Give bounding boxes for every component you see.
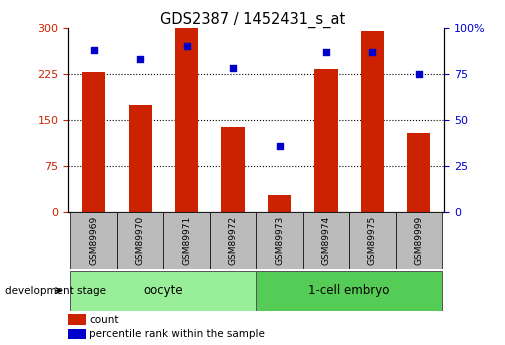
- Point: [322, 49, 330, 55]
- Bar: [210, 212, 257, 269]
- Bar: [164, 212, 210, 269]
- Text: GSM89973: GSM89973: [275, 216, 284, 265]
- Text: count: count: [89, 315, 119, 325]
- Bar: [302, 212, 349, 269]
- Bar: [407, 134, 430, 212]
- Point: [229, 66, 237, 71]
- Bar: [71, 212, 117, 269]
- Text: development stage: development stage: [5, 286, 106, 296]
- Point: [136, 56, 144, 62]
- Text: oocyte: oocyte: [143, 284, 183, 297]
- Bar: [129, 105, 152, 212]
- Text: GSM89999: GSM89999: [415, 216, 423, 265]
- Point: [90, 47, 98, 52]
- Bar: [117, 212, 164, 269]
- Text: GSM89975: GSM89975: [368, 216, 377, 265]
- Bar: [361, 31, 384, 212]
- Text: GSM89969: GSM89969: [89, 216, 98, 265]
- Point: [183, 43, 191, 49]
- Bar: [395, 212, 442, 269]
- Bar: [314, 69, 337, 212]
- Point: [415, 71, 423, 77]
- Text: GDS2387 / 1452431_s_at: GDS2387 / 1452431_s_at: [160, 12, 345, 28]
- Bar: [268, 195, 291, 212]
- Point: [368, 49, 376, 55]
- Bar: [222, 127, 245, 212]
- Text: GSM89970: GSM89970: [136, 216, 144, 265]
- Bar: [68, 329, 86, 339]
- Text: GSM89974: GSM89974: [322, 216, 330, 265]
- Bar: [257, 271, 442, 310]
- Text: percentile rank within the sample: percentile rank within the sample: [89, 329, 265, 339]
- Bar: [349, 212, 395, 269]
- Bar: [175, 28, 198, 212]
- Point: [275, 143, 283, 148]
- Bar: [82, 72, 106, 212]
- Text: GSM89972: GSM89972: [229, 216, 237, 265]
- Text: GSM89971: GSM89971: [182, 216, 191, 265]
- Bar: [257, 212, 302, 269]
- Bar: [71, 271, 257, 310]
- Text: 1-cell embryo: 1-cell embryo: [309, 284, 390, 297]
- Bar: [68, 314, 86, 325]
